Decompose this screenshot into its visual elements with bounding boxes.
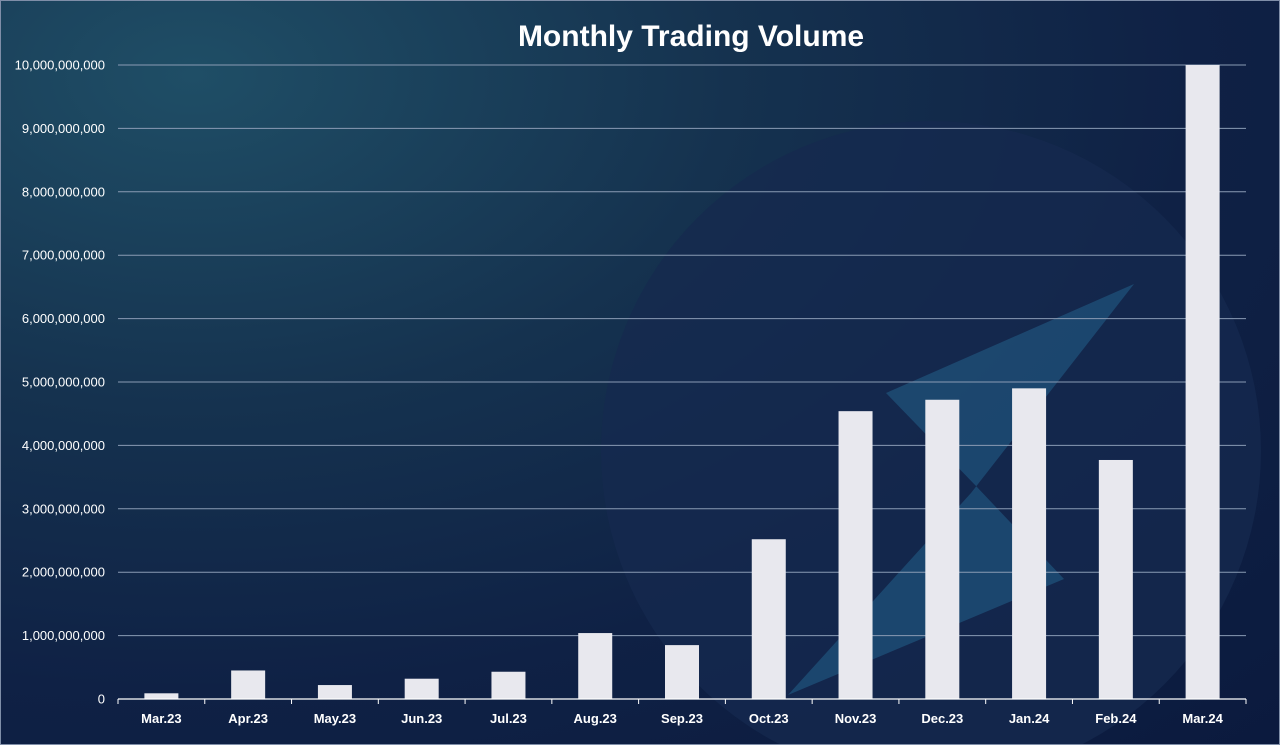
bar [1185,65,1220,699]
y-tick-label: 0 [98,692,105,707]
bar [1098,459,1133,699]
y-axis: 0 1,000,000,000 2,000,000,000 3,000,000,000… [15,58,105,707]
y-tick-label: 3,000,000,000 [22,501,105,516]
x-axis: Mar.23 Apr.23 May.23 Jun.23 Jul.23 Aug.23 Sep.… [117,698,1247,726]
bars [144,65,1220,699]
y-tick-label: 9,000,000,000 [22,121,105,136]
y-tick-label: 4,000,000,000 [22,438,105,453]
bar [925,399,960,699]
x-tick-label: Jan.24 [1009,711,1050,726]
bar [838,411,873,699]
bar [317,685,352,699]
y-tick-label: 5,000,000,000 [22,375,105,390]
gridlines [118,64,1246,637]
y-tick-label: 7,000,000,000 [22,248,105,263]
x-tick-label: Nov.23 [835,711,877,726]
chart-title: Monthly Trading Volume [518,20,864,53]
x-tick-label: Jul.23 [490,711,527,726]
x-tick-label: Aug.23 [574,711,617,726]
x-tick-label: Feb.24 [1095,711,1137,726]
y-tick-label: 1,000,000,000 [22,628,105,643]
bar [665,645,699,699]
x-tick-label: Oct.23 [749,711,789,726]
bolt-icon [788,284,1134,695]
y-tick-label: 6,000,000,000 [22,311,105,326]
x-tick-label: Dec.23 [921,711,963,726]
bar [144,693,179,699]
y-tick-label: 8,000,000,000 [22,184,105,199]
y-tick-label: 2,000,000,000 [22,565,105,580]
bar [491,671,526,699]
x-tick-label: Mar.23 [141,711,181,726]
bar [404,678,439,699]
bar [578,633,613,699]
x-tick-label: Mar.24 [1182,711,1223,726]
y-tick-label: 10,000,000,000 [15,58,105,73]
bar [231,670,266,699]
x-tick-label: Sep.23 [661,711,703,726]
bar [1012,388,1047,699]
x-tick-label: Apr.23 [228,711,268,726]
x-tick-label: Jun.23 [401,711,442,726]
bar [751,539,786,699]
x-tick-label: May.23 [314,711,356,726]
